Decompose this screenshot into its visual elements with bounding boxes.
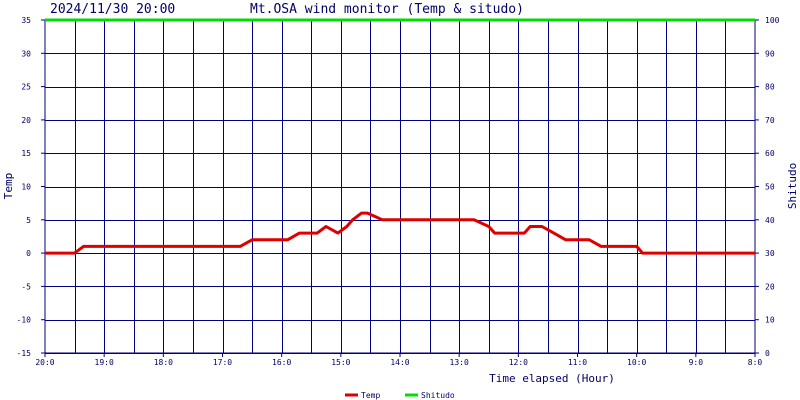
y-tick-label: 0 [26,249,31,258]
y-tick-label: 10 [21,183,31,192]
y-axis-label: Temp [2,173,15,200]
x-tick-label: 19:0 [95,358,114,367]
y2-tick-label: 10 [765,316,775,325]
x-tick-label: 16:0 [272,358,291,367]
x-tick-label: 20:0 [35,358,54,367]
y-tick-label: -10 [17,316,32,325]
series [45,18,755,255]
x-tick-label: 12:0 [509,358,528,367]
y2-tick-label: 60 [765,149,775,158]
y2-tick-label: 40 [765,216,775,225]
y-axis-ticks: -15 -10 -5 0 5 10 15 20 25 30 35 [17,16,45,358]
y-tick-label: 5 [26,216,31,225]
legend: Temp Shitudo [345,391,455,400]
chart-title: Mt.OSA wind monitor (Temp & situdo) [250,2,524,17]
x-tick-label: 8:0 [748,358,763,367]
x-tick-label: 18:0 [154,358,173,367]
y2-axis-ticks: 0 10 20 30 40 50 60 70 80 90 100 [755,16,780,358]
x-axis-ticks: 20:0 19:0 18:0 17:0 16:0 15:0 14:0 13:0 12:0 11:0… [35,353,762,367]
y2-axis-label: Shitudo [786,163,799,209]
y-tick-label: -5 [21,282,31,291]
y2-tick-label: 100 [765,16,780,25]
x-tick-label: 15:0 [331,358,350,367]
grid [44,19,756,354]
y2-tick-label: 0 [765,349,770,358]
y-tick-label: -15 [17,349,32,358]
y-tick-label: 35 [21,16,31,25]
x-tick-label: 11:0 [568,358,587,367]
y2-tick-label: 80 [765,83,775,92]
x-tick-label: 17:0 [213,358,232,367]
y2-tick-label: 90 [765,49,775,58]
x-tick-label: 13:0 [450,358,469,367]
y2-tick-label: 50 [765,183,775,192]
y-tick-label: 25 [21,83,31,92]
x-axis-label: Time elapsed (Hour) [489,372,615,385]
y2-tick-label: 70 [765,116,775,125]
y2-tick-label: 30 [765,249,775,258]
y2-tick-label: 20 [765,282,775,291]
chart-datetime: 2024/11/30 20:00 [50,2,175,17]
x-tick-label: 14:0 [390,358,409,367]
legend-label-shitudo: Shitudo [421,391,455,400]
y-tick-label: 30 [21,49,31,58]
x-tick-label: 9:0 [689,358,704,367]
legend-label-temp: Temp [361,391,380,400]
temp-series-line [45,211,755,255]
y-tick-label: 20 [21,116,31,125]
y-tick-label: 15 [21,149,31,158]
x-tick-label: 10:0 [627,358,646,367]
